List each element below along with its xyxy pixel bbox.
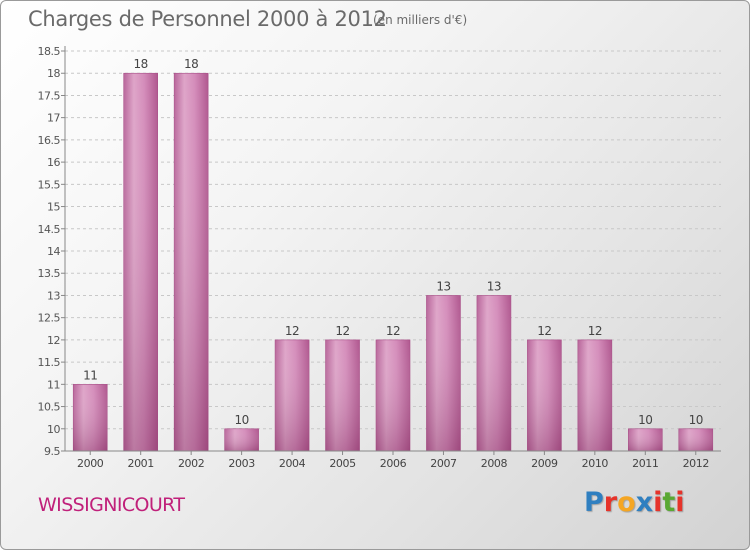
x-tick-label: 2011 (632, 457, 658, 470)
data-label: 10 (234, 413, 248, 427)
data-label: 12 (335, 324, 349, 338)
data-label: 12 (285, 324, 299, 338)
chart-title: Charges de Personnel 2000 à 2012 (28, 7, 387, 31)
logo-letter: o (617, 487, 636, 518)
x-tick-label: 2007 (430, 457, 457, 470)
x-tick-label: 2003 (228, 457, 255, 470)
logo-letter: P (584, 487, 604, 518)
y-tick-label: 16.5 (38, 134, 61, 147)
bar-shading (224, 428, 259, 451)
data-label: 18 (184, 57, 198, 71)
data-label: 10 (689, 413, 703, 427)
y-tick-label: 18 (47, 67, 60, 80)
chart-unit: (en milliers d'€) (373, 13, 468, 27)
data-label: 12 (588, 324, 602, 338)
x-tick-label: 2002 (178, 457, 204, 470)
bar-shading (325, 339, 360, 451)
data-label: 11 (83, 368, 97, 382)
data-label: 13 (436, 279, 450, 293)
bar-shading (174, 73, 209, 451)
x-tick-label: 2000 (77, 457, 104, 470)
y-tick-label: 13.5 (38, 267, 61, 280)
commune-name: WISSIGNICOURT (38, 494, 185, 516)
logo-letter: r (603, 487, 618, 518)
y-tick-label: 17 (47, 112, 60, 125)
data-label: 18 (134, 57, 148, 71)
bar-shading (275, 339, 310, 451)
y-tick-label: 14.5 (38, 223, 61, 236)
x-tick-label: 2001 (127, 457, 153, 470)
bar-shading (123, 73, 158, 451)
x-tick-label: 2006 (380, 457, 407, 470)
bar-shading (678, 428, 713, 451)
x-tick-label: 2012 (683, 457, 709, 470)
y-tick-label: 10 (47, 423, 60, 436)
data-label: 13 (487, 279, 501, 293)
y-tick-label: 11 (47, 378, 60, 391)
data-label: 12 (537, 324, 551, 338)
y-tick-label: 16 (47, 156, 60, 169)
y-tick-label: 15.5 (38, 178, 61, 191)
data-label: 10 (638, 413, 652, 427)
y-tick-label: 12.5 (38, 312, 61, 325)
x-tick-label: 2009 (531, 457, 558, 470)
data-label: 12 (386, 324, 400, 338)
x-tick-label: 2010 (582, 457, 609, 470)
logo-letter: t (662, 487, 676, 518)
x-tick-label: 2008 (481, 457, 508, 470)
y-tick-label: 15 (47, 201, 60, 214)
x-tick-label: 2004 (279, 457, 306, 470)
y-tick-label: 17.5 (38, 89, 61, 102)
bar-shading (628, 428, 663, 451)
y-tick-label: 10.5 (38, 401, 61, 414)
y-tick-label: 9.5 (44, 445, 60, 458)
logo-letter: i (653, 487, 663, 518)
proxiti-logo: Proxiti (584, 487, 685, 518)
bar-shading (577, 339, 612, 451)
logo-letter: x (635, 487, 654, 518)
y-tick-label: 14 (47, 245, 60, 258)
y-tick-label: 13 (47, 289, 60, 302)
bar-shading (376, 339, 410, 451)
bar-shading (527, 339, 562, 451)
bar-shading (73, 384, 108, 451)
bar-shading (476, 295, 511, 451)
logo-letter: i (675, 487, 685, 518)
y-tick-label: 11.5 (38, 356, 61, 369)
y-tick-label: 12 (47, 334, 60, 347)
y-tick-label: 18.5 (38, 45, 61, 58)
x-tick-label: 2005 (329, 457, 356, 470)
bar-shading (426, 295, 461, 451)
